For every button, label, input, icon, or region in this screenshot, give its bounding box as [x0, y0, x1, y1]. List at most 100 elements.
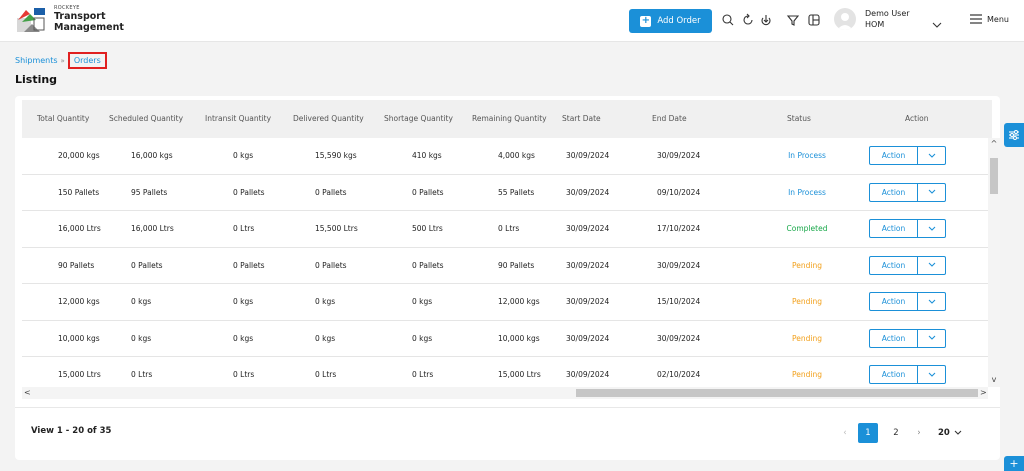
- chevron-down-icon[interactable]: [918, 366, 945, 383]
- col-total-quantity[interactable]: Total Quantity: [37, 114, 90, 123]
- action-button[interactable]: Action: [870, 256, 918, 274]
- cell-end: 09/10/2024: [657, 187, 701, 197]
- next-page-icon[interactable]: ›: [917, 428, 921, 438]
- scroll-down-icon[interactable]: v: [991, 375, 997, 384]
- page-2-button[interactable]: 2: [893, 428, 899, 438]
- action-button-group[interactable]: Action: [869, 219, 946, 238]
- table-row[interactable]: 16,000 Ltrs 16,000 Ltrs 0 Ltrs 15,500 Ltrs 5…: [22, 211, 988, 248]
- chevron-down-icon[interactable]: [918, 293, 945, 310]
- menu-label: Menu: [987, 14, 1009, 24]
- breadcrumb-separator-icon: »: [60, 56, 65, 65]
- table-row[interactable]: 20,000 kgs 16,000 kgs 0 kgs 15,590 kgs 410 k…: [22, 138, 988, 175]
- cell-delivered: 0 Pallets: [315, 260, 347, 270]
- side-add-button[interactable]: +: [1004, 456, 1024, 471]
- add-order-button[interactable]: + Add Order: [629, 9, 712, 33]
- col-start-date[interactable]: Start Date: [562, 114, 601, 123]
- cell-end: 30/09/2024: [657, 260, 701, 270]
- chevron-down-icon[interactable]: [918, 257, 945, 274]
- page-size-value: 20: [938, 428, 950, 438]
- menu-button[interactable]: Menu: [970, 14, 1009, 24]
- chevron-down-icon[interactable]: [918, 184, 945, 201]
- chevron-down-icon[interactable]: [918, 330, 945, 347]
- download-icon[interactable]: [759, 12, 773, 26]
- table-row[interactable]: 90 Pallets 0 Pallets 0 Pallets 0 Pallets 0 P…: [22, 247, 988, 284]
- cell-start: 30/09/2024: [566, 333, 610, 343]
- action-button[interactable]: Action: [870, 329, 918, 347]
- chevron-down-icon[interactable]: [918, 147, 945, 164]
- scroll-left-icon[interactable]: <: [24, 388, 31, 397]
- action-button[interactable]: Action: [870, 147, 918, 164]
- cell-status: In Process: [788, 187, 826, 197]
- listing-card: Total Quantity Scheduled Quantity Intran…: [15, 96, 1000, 460]
- refresh-icon[interactable]: [741, 12, 755, 26]
- cell-intransit: 0 Ltrs: [233, 370, 255, 379]
- action-button-group[interactable]: Action: [869, 146, 946, 165]
- vertical-scrollbar[interactable]: ^ v: [988, 138, 1000, 387]
- page-size-select[interactable]: 20: [938, 428, 962, 438]
- table-row[interactable]: 12,000 kgs 0 kgs 0 kgs 0 kgs 0 kgs 12,000 kgs…: [22, 284, 988, 321]
- action-button-group[interactable]: Action: [869, 255, 946, 275]
- table-row[interactable]: 10,000 kgs 0 kgs 0 kgs 0 kgs 0 kgs 10,000 kgs…: [22, 320, 988, 357]
- cell-end: 15/10/2024: [657, 297, 701, 306]
- scroll-right-icon[interactable]: >: [980, 388, 987, 397]
- cell-status: Completed: [786, 224, 828, 233]
- brand[interactable]: ROCKEYE Transport Management: [16, 6, 124, 34]
- cell-intransit: 0 Pallets: [233, 260, 265, 270]
- cell-delivered: 0 kgs: [315, 297, 336, 306]
- cell-shortage: 0 Ltrs: [412, 370, 434, 379]
- table-row[interactable]: 150 Pallets 95 Pallets 0 Pallets 0 Pallets 0…: [22, 174, 988, 211]
- vertical-scroll-thumb[interactable]: [990, 158, 998, 194]
- brand-line-1: Transport: [54, 11, 106, 22]
- top-bar: ROCKEYE Transport Management + Add Order…: [0, 0, 1024, 42]
- cell-shortage: 410 kgs: [412, 151, 442, 160]
- cell-shortage: 0 kgs: [412, 297, 433, 306]
- cell-scheduled: 0 kgs: [131, 297, 152, 306]
- col-intransit-quantity[interactable]: Intransit Quantity: [205, 114, 272, 123]
- action-button[interactable]: Action: [870, 366, 918, 383]
- col-shortage-quantity[interactable]: Shortage Quantity: [384, 114, 453, 123]
- cell-delivered: 15,500 Ltrs: [315, 224, 358, 233]
- action-button[interactable]: Action: [870, 220, 918, 237]
- prev-page-icon[interactable]: ‹: [843, 428, 847, 438]
- chevron-down-icon[interactable]: [932, 14, 942, 33]
- columns-icon[interactable]: [807, 12, 821, 26]
- cell-shortage: 0 Pallets: [412, 260, 444, 270]
- page-1-button[interactable]: 1: [858, 423, 878, 443]
- filter-icon[interactable]: [786, 12, 800, 26]
- search-icon[interactable]: [721, 12, 735, 26]
- avatar[interactable]: [834, 8, 856, 30]
- page-title: Listing: [15, 73, 58, 86]
- cell-delivered: 0 Ltrs: [315, 370, 337, 379]
- action-button-group[interactable]: Action: [869, 328, 946, 348]
- horizontal-scroll-thumb[interactable]: [576, 389, 978, 397]
- action-button[interactable]: Action: [870, 293, 918, 310]
- col-status[interactable]: Status: [787, 114, 811, 123]
- action-button-group[interactable]: Action: [869, 365, 946, 384]
- table-header: Total Quantity Scheduled Quantity Intran…: [22, 100, 992, 138]
- action-button-group[interactable]: Action: [869, 292, 946, 311]
- cell-intransit: 0 kgs: [233, 333, 254, 343]
- col-action: Action: [905, 114, 929, 123]
- side-filter-button[interactable]: [1004, 123, 1024, 147]
- plus-icon: +: [640, 14, 652, 27]
- cell-start: 30/09/2024: [566, 260, 610, 270]
- breadcrumb-orders[interactable]: Orders: [67, 52, 107, 69]
- col-end-date[interactable]: End Date: [652, 114, 687, 123]
- col-remaining-quantity[interactable]: Remaining Quantity: [472, 114, 547, 123]
- table-row[interactable]: 15,000 Ltrs 0 Ltrs 0 Ltrs 0 Ltrs 0 Ltrs 15,00…: [22, 357, 988, 387]
- user-info[interactable]: Demo User HOM: [865, 8, 910, 30]
- cell-status: Pending: [792, 297, 822, 306]
- cell-total: 10,000 kgs: [58, 333, 100, 343]
- action-button-group[interactable]: Action: [869, 182, 946, 202]
- cell-delivered: 0 Pallets: [315, 187, 347, 197]
- scroll-up-icon[interactable]: ^: [990, 139, 998, 148]
- action-button[interactable]: Action: [870, 183, 918, 201]
- cell-intransit: 0 kgs: [233, 151, 254, 160]
- cell-start: 30/09/2024: [566, 151, 610, 160]
- chevron-down-icon[interactable]: [918, 220, 945, 237]
- col-delivered-quantity[interactable]: Delivered Quantity: [293, 114, 364, 123]
- breadcrumb-shipments[interactable]: Shipments: [15, 56, 58, 65]
- cell-scheduled: 16,000 kgs: [131, 151, 173, 160]
- col-scheduled-quantity[interactable]: Scheduled Quantity: [109, 114, 184, 123]
- horizontal-scrollbar[interactable]: < >: [22, 387, 988, 399]
